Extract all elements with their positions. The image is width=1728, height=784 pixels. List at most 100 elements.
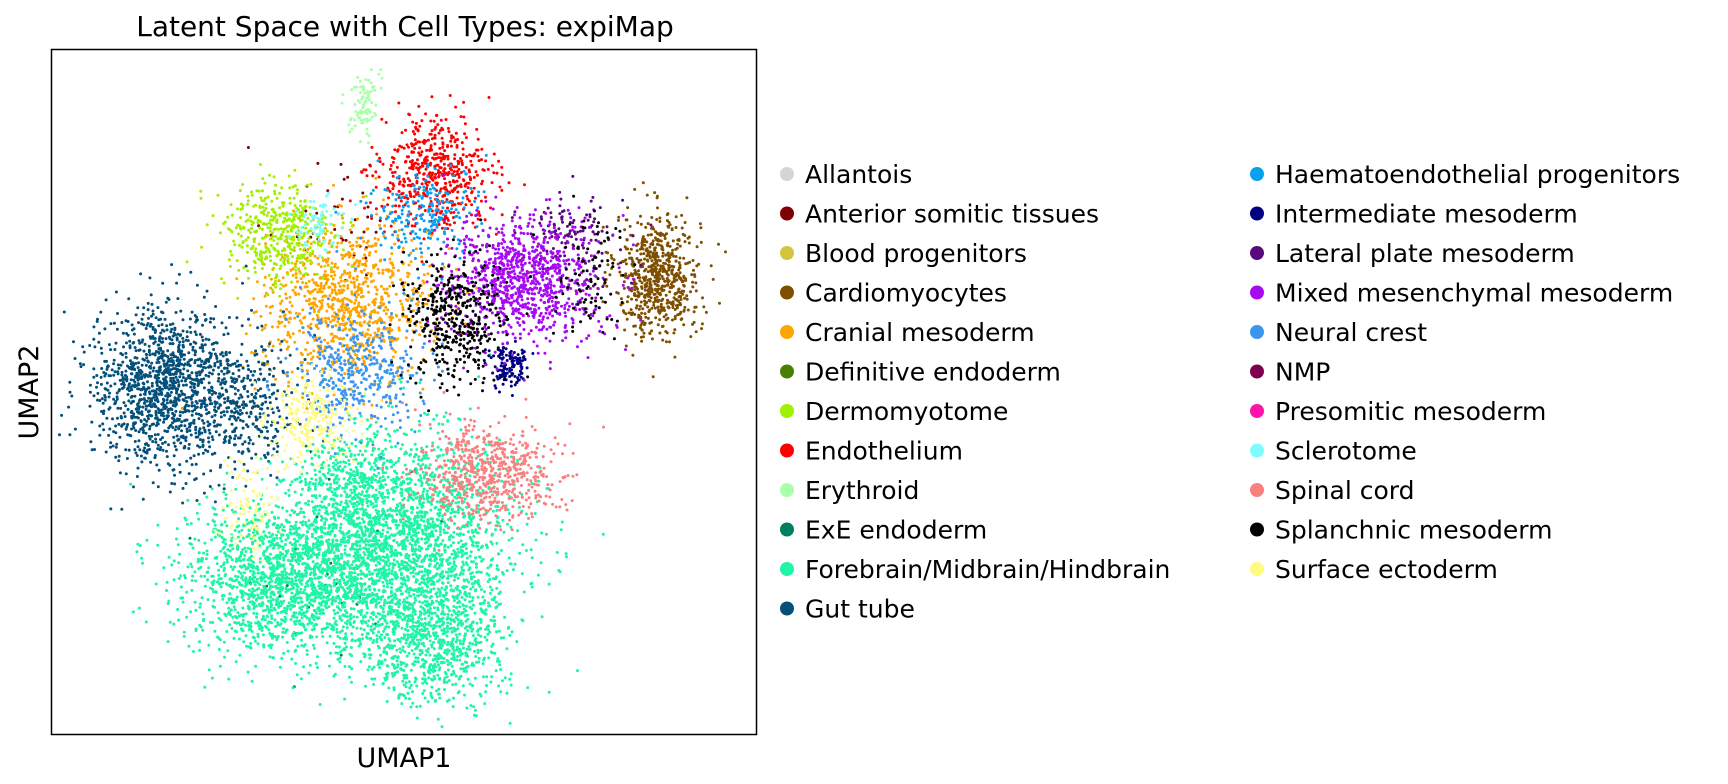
- data-point: [323, 523, 326, 527]
- data-point: [341, 257, 345, 260]
- data-point: [217, 573, 221, 577]
- data-point: [443, 177, 446, 181]
- data-point: [290, 241, 294, 245]
- data-point: [201, 628, 205, 632]
- data-point: [311, 317, 315, 321]
- data-point: [271, 304, 274, 308]
- data-point: [247, 607, 251, 611]
- data-point: [241, 598, 245, 602]
- data-point: [425, 183, 429, 187]
- data-point: [446, 126, 450, 130]
- data-point: [650, 329, 654, 333]
- data-point: [345, 611, 349, 615]
- data-point: [646, 259, 650, 263]
- data-point: [442, 162, 446, 166]
- data-point: [137, 606, 141, 610]
- data-point: [308, 297, 312, 301]
- data-point: [212, 520, 216, 524]
- data-point: [299, 596, 303, 600]
- data-point: [297, 292, 301, 296]
- data-point: [213, 556, 217, 560]
- data-point: [359, 118, 363, 122]
- data-point: [311, 560, 315, 564]
- data-point: [653, 306, 657, 310]
- data-point: [246, 236, 250, 240]
- data-point: [640, 339, 644, 343]
- data-point: [253, 261, 257, 265]
- data-point: [392, 157, 396, 160]
- data-point: [280, 253, 284, 257]
- data-point: [224, 497, 228, 501]
- data-point: [381, 271, 385, 275]
- data-point: [363, 91, 367, 95]
- data-point: [650, 216, 654, 219]
- data-point: [355, 259, 359, 263]
- data-point: [442, 193, 446, 197]
- data-point: [361, 191, 365, 195]
- data-point: [280, 564, 284, 568]
- data-point: [398, 180, 402, 184]
- data-point: [322, 595, 326, 599]
- data-point: [357, 342, 361, 346]
- data-point: [242, 558, 245, 562]
- data-point: [324, 574, 328, 578]
- data-point: [376, 267, 380, 271]
- data-point: [640, 243, 644, 247]
- data-point: [257, 242, 261, 246]
- data-point: [289, 559, 292, 563]
- data-point: [417, 104, 421, 108]
- data-point: [633, 313, 637, 316]
- data-point: [270, 643, 274, 647]
- data-point: [659, 239, 663, 243]
- data-point: [267, 558, 271, 562]
- data-point: [421, 279, 425, 283]
- data-point: [362, 268, 366, 272]
- data-point: [272, 539, 276, 543]
- data-point: [370, 217, 374, 220]
- data-point: [718, 301, 721, 305]
- data-point: [430, 483, 434, 487]
- data-point: [241, 204, 245, 207]
- data-point: [429, 144, 433, 148]
- data-point: [671, 300, 675, 304]
- data-point: [264, 354, 268, 358]
- data-point: [349, 116, 353, 120]
- data-point: [643, 285, 647, 289]
- data-point: [359, 588, 363, 592]
- data-point: [666, 305, 670, 309]
- data-point: [494, 232, 498, 236]
- data-point: [293, 204, 297, 207]
- data-point: [323, 216, 327, 220]
- data-point: [291, 587, 295, 590]
- data-point: [375, 640, 379, 644]
- data-point: [291, 267, 295, 271]
- data-point: [335, 623, 339, 627]
- data-point: [244, 612, 248, 616]
- data-point: [352, 620, 356, 624]
- data-point: [385, 579, 389, 583]
- data-point: [358, 547, 361, 551]
- data-point: [410, 338, 414, 342]
- data-point: [430, 129, 434, 133]
- data-point: [401, 308, 405, 312]
- data-point: [281, 609, 285, 613]
- data-point: [261, 227, 264, 231]
- data-point: [210, 676, 214, 680]
- data-point: [275, 637, 279, 640]
- data-point: [483, 635, 487, 639]
- data-point: [245, 581, 249, 585]
- data-point: [390, 274, 394, 278]
- series-10-points: [129, 353, 605, 729]
- data-point: [288, 483, 292, 487]
- data-point: [656, 323, 660, 327]
- data-point: [347, 123, 351, 127]
- data-point: [486, 167, 490, 171]
- data-point: [369, 636, 373, 640]
- data-point: [391, 187, 395, 191]
- data-point: [394, 204, 398, 208]
- data-point: [340, 629, 344, 633]
- data-point: [485, 453, 489, 457]
- data-point: [472, 154, 475, 158]
- data-point: [272, 593, 276, 597]
- data-point: [281, 545, 285, 549]
